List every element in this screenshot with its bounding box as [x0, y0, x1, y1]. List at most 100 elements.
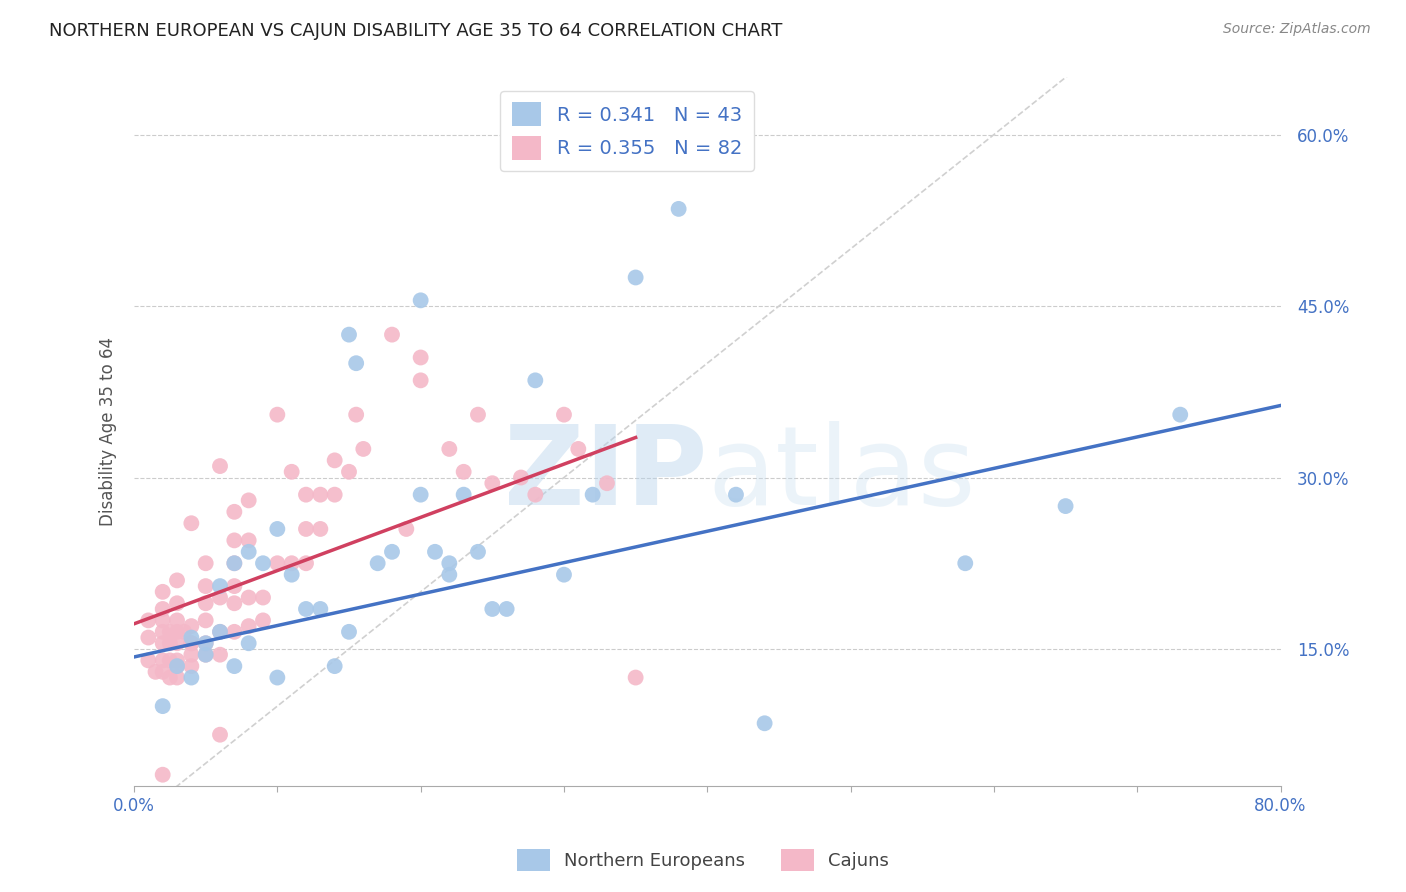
Point	[159, 653, 181, 667]
Point	[166, 574, 188, 588]
Point	[224, 659, 246, 673]
Text: NORTHERN EUROPEAN VS CAJUN DISABILITY AGE 35 TO 64 CORRELATION CHART: NORTHERN EUROPEAN VS CAJUN DISABILITY AG…	[49, 22, 783, 40]
Point	[238, 619, 260, 633]
Point	[295, 556, 318, 570]
Point	[180, 516, 202, 531]
Y-axis label: Disability Age 35 to 64: Disability Age 35 to 64	[100, 337, 117, 526]
Point	[152, 602, 174, 616]
Point	[337, 465, 360, 479]
Point	[754, 716, 776, 731]
Point	[224, 596, 246, 610]
Point	[344, 408, 367, 422]
Point	[194, 648, 217, 662]
Point	[224, 556, 246, 570]
Point	[208, 579, 231, 593]
Point	[152, 699, 174, 714]
Point	[439, 567, 461, 582]
Point	[152, 584, 174, 599]
Point	[152, 653, 174, 667]
Point	[194, 579, 217, 593]
Point	[367, 556, 389, 570]
Point	[224, 505, 246, 519]
Point	[481, 602, 503, 616]
Point	[1168, 408, 1191, 422]
Point	[145, 665, 167, 679]
Point	[295, 488, 318, 502]
Point	[238, 636, 260, 650]
Text: atlas: atlas	[707, 421, 976, 528]
Point	[194, 648, 217, 662]
Point	[138, 653, 160, 667]
Point	[138, 614, 160, 628]
Point	[280, 465, 302, 479]
Point	[180, 659, 202, 673]
Point	[453, 465, 475, 479]
Text: ZIP: ZIP	[503, 421, 707, 528]
Point	[423, 545, 446, 559]
Point	[194, 596, 217, 610]
Point	[1054, 499, 1077, 513]
Point	[295, 522, 318, 536]
Point	[309, 522, 332, 536]
Point	[510, 470, 533, 484]
Point	[159, 671, 181, 685]
Point	[955, 556, 977, 570]
Point	[159, 636, 181, 650]
Point	[567, 442, 589, 456]
Point	[524, 488, 547, 502]
Point	[344, 356, 367, 370]
Point	[323, 453, 346, 467]
Point	[381, 545, 404, 559]
Point	[238, 591, 260, 605]
Point	[238, 545, 260, 559]
Point	[280, 567, 302, 582]
Point	[166, 596, 188, 610]
Point	[439, 442, 461, 456]
Legend: Northern Europeans, Cajuns: Northern Europeans, Cajuns	[510, 842, 896, 879]
Point	[238, 493, 260, 508]
Point	[180, 619, 202, 633]
Point	[381, 327, 404, 342]
Point	[582, 488, 605, 502]
Point	[180, 648, 202, 662]
Point	[224, 533, 246, 548]
Point	[194, 636, 217, 650]
Point	[495, 602, 517, 616]
Point	[309, 488, 332, 502]
Point	[152, 614, 174, 628]
Point	[624, 671, 647, 685]
Point	[467, 545, 489, 559]
Point	[553, 408, 575, 422]
Point	[409, 488, 432, 502]
Point	[596, 476, 619, 491]
Point	[138, 631, 160, 645]
Point	[166, 659, 188, 673]
Point	[208, 648, 231, 662]
Point	[208, 624, 231, 639]
Point	[409, 351, 432, 365]
Point	[180, 671, 202, 685]
Point	[481, 476, 503, 491]
Point	[280, 556, 302, 570]
Point	[159, 624, 181, 639]
Point	[409, 293, 432, 308]
Point	[724, 488, 747, 502]
Point	[224, 624, 246, 639]
Point	[624, 270, 647, 285]
Point	[238, 533, 260, 548]
Point	[166, 671, 188, 685]
Text: Source: ZipAtlas.com: Source: ZipAtlas.com	[1223, 22, 1371, 37]
Point	[395, 522, 418, 536]
Point	[524, 373, 547, 387]
Point	[194, 614, 217, 628]
Point	[323, 659, 346, 673]
Point	[152, 636, 174, 650]
Point	[166, 659, 188, 673]
Point	[208, 459, 231, 474]
Point	[266, 671, 288, 685]
Point	[252, 591, 274, 605]
Point	[224, 579, 246, 593]
Point	[309, 602, 332, 616]
Point	[668, 202, 690, 216]
Point	[152, 665, 174, 679]
